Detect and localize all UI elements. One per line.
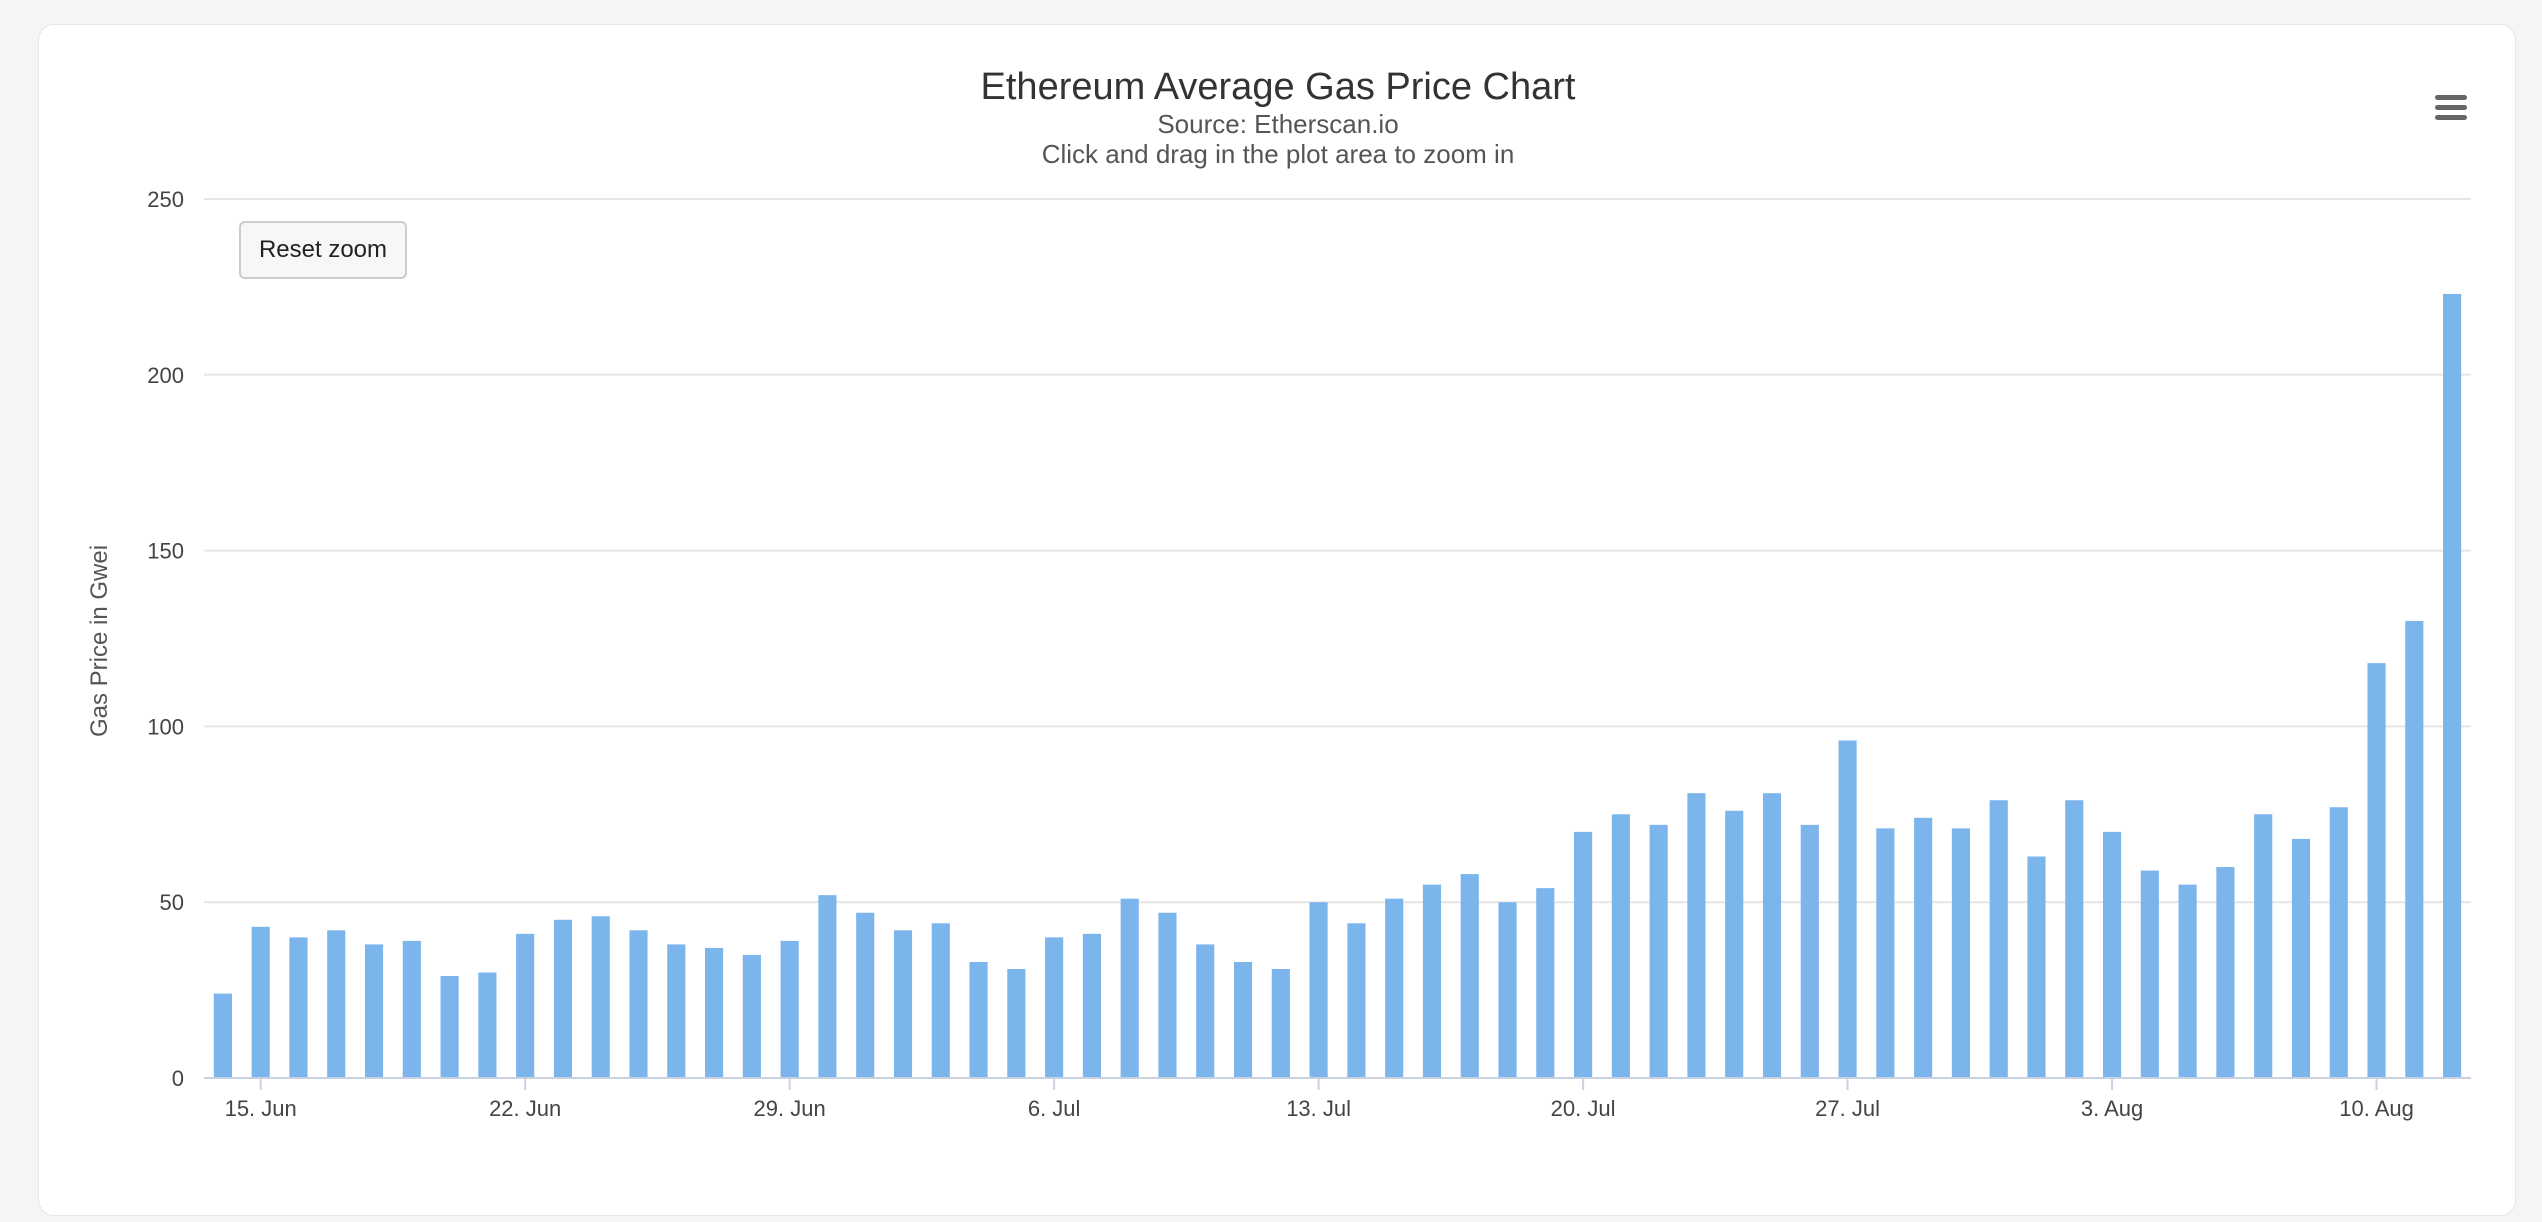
y-axis-label: Gas Price in Gwei [86, 545, 113, 737]
bar[interactable] [213, 993, 232, 1078]
bar[interactable] [629, 930, 648, 1078]
y-tick-label: 100 [147, 714, 184, 739]
bar[interactable] [1536, 888, 1555, 1078]
bar[interactable] [2405, 620, 2424, 1078]
bar[interactable] [1422, 884, 1442, 1078]
bar[interactable] [2254, 814, 2273, 1078]
x-tick-label: 10. Aug [2339, 1096, 2414, 1121]
bar[interactable] [969, 961, 988, 1078]
bar[interactable] [2178, 884, 2197, 1078]
bar[interactable] [893, 930, 913, 1078]
bar[interactable] [1574, 831, 1593, 1078]
bar[interactable] [1082, 933, 1101, 1078]
bar[interactable] [1687, 793, 1706, 1078]
bar[interactable] [1989, 800, 2008, 1078]
bar[interactable] [516, 933, 535, 1078]
bar[interactable] [1876, 828, 1895, 1078]
hamburger-menu-icon [2435, 95, 2467, 100]
bar[interactable] [1649, 824, 1668, 1078]
bar[interactable] [1158, 912, 1177, 1078]
bar[interactable] [553, 919, 573, 1078]
bar[interactable] [1800, 824, 1819, 1078]
bar[interactable] [818, 895, 837, 1078]
bar[interactable] [1611, 814, 1630, 1078]
bar[interactable] [2102, 831, 2122, 1078]
x-tick-label: 13. Jul [1286, 1096, 1351, 1121]
bar[interactable] [1045, 937, 1064, 1078]
bar[interactable] [1914, 817, 1933, 1078]
bar[interactable] [327, 930, 346, 1078]
grid-group: 0 50 100 150 200 250 [147, 187, 2471, 1091]
x-tick-label: 29. Jun [754, 1096, 826, 1121]
bar[interactable] [2329, 807, 2348, 1078]
bar[interactable] [591, 916, 610, 1078]
bar[interactable] [2027, 856, 2046, 1078]
x-tick-label: 20. Jul [1551, 1096, 1616, 1121]
y-tick-label: 50 [160, 890, 184, 915]
bar[interactable] [364, 944, 384, 1078]
bar[interactable] [742, 954, 761, 1078]
bar[interactable] [1460, 874, 1479, 1078]
bar[interactable] [705, 947, 724, 1078]
chart-subtitle: Source: Etherscan.io [1157, 109, 1398, 139]
y-tick-label: 200 [147, 363, 184, 388]
chart-card: Ethereum Average Gas Price Chart Source:… [38, 24, 2516, 1216]
bar[interactable] [289, 937, 308, 1078]
x-tick-label: 6. Jul [1028, 1096, 1081, 1121]
chart-svg[interactable]: Ethereum Average Gas Price Chart Source:… [39, 25, 2516, 1216]
bar[interactable] [1951, 828, 1970, 1078]
bar[interactable] [1196, 944, 1215, 1078]
chart-menu-button[interactable] [2423, 81, 2477, 135]
bar[interactable] [1271, 969, 1290, 1078]
reset-zoom-button[interactable]: Reset zoom [239, 221, 407, 279]
x-tick-group: 15. Jun 22. Jun 29. Jun 6. Jul 13. Jul 20. Ju… [225, 1078, 2414, 1121]
bar[interactable] [1498, 902, 1517, 1078]
x-tick-label: 15. Jun [225, 1096, 297, 1121]
bar[interactable] [1233, 961, 1253, 1078]
bar[interactable] [1725, 810, 1744, 1078]
bar[interactable] [1309, 902, 1328, 1078]
bar[interactable] [780, 940, 799, 1078]
bar[interactable] [402, 940, 421, 1078]
bar[interactable] [251, 926, 270, 1078]
bar[interactable] [2291, 838, 2311, 1078]
y-tick-label: 0 [172, 1066, 184, 1091]
bar[interactable] [2216, 867, 2235, 1078]
bar[interactable] [667, 944, 686, 1078]
chart-title: Ethereum Average Gas Price Chart [981, 66, 1576, 108]
bar[interactable] [931, 923, 950, 1078]
bar[interactable] [478, 972, 497, 1078]
x-tick-label: 3. Aug [2081, 1096, 2143, 1121]
y-tick-label: 150 [147, 539, 184, 564]
bar[interactable] [2443, 293, 2462, 1078]
chart-hint: Click and drag in the plot area to zoom … [1042, 139, 1515, 169]
hamburger-menu-icon [2435, 115, 2467, 120]
x-tick-label: 22. Jun [489, 1096, 561, 1121]
bar-group [213, 293, 2462, 1078]
bar[interactable] [1007, 969, 1026, 1078]
bar[interactable] [1385, 898, 1404, 1078]
bar[interactable] [2065, 800, 2084, 1078]
bar[interactable] [1347, 923, 1366, 1078]
bar[interactable] [2367, 663, 2386, 1078]
bar[interactable] [440, 976, 459, 1078]
y-tick-label: 250 [147, 187, 184, 212]
x-tick-label: 27. Jul [1815, 1096, 1880, 1121]
bar[interactable] [1762, 793, 1782, 1078]
bar[interactable] [1838, 740, 1857, 1078]
hamburger-menu-icon [2435, 105, 2467, 110]
bar[interactable] [2140, 870, 2159, 1078]
bar[interactable] [856, 912, 875, 1078]
bar[interactable] [1120, 898, 1139, 1078]
